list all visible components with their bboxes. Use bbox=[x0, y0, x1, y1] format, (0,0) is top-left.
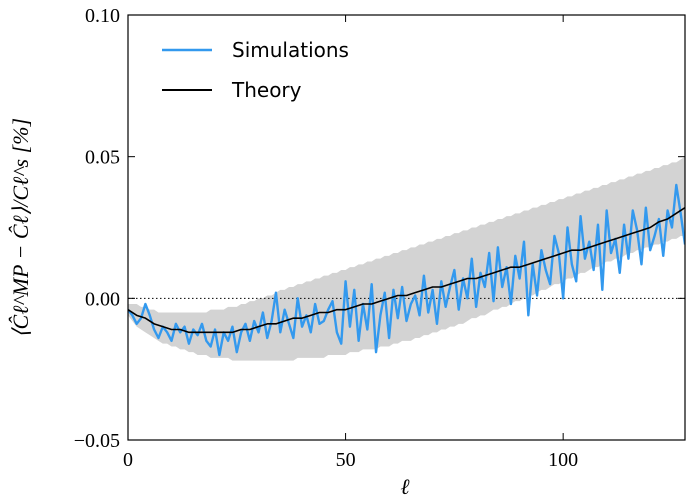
legend-label-simulations: Simulations bbox=[232, 38, 349, 62]
scatter-band bbox=[128, 156, 685, 361]
plot-area bbox=[128, 156, 685, 361]
plot-frame bbox=[127, 14, 686, 441]
x-tick-label: 100 bbox=[548, 449, 578, 471]
y-tick-label: 0.10 bbox=[85, 5, 120, 27]
series-line-theory bbox=[128, 206, 685, 334]
y-tick-label: 0.05 bbox=[85, 147, 120, 169]
legend: Simulations Theory bbox=[162, 38, 349, 102]
legend-label-theory: Theory bbox=[231, 78, 302, 102]
y-tick-label: 0.00 bbox=[85, 288, 120, 310]
y-axis-label: ⟨Ĉℓ^MP − Ĉℓ⟩/Cℓ^s [%] bbox=[8, 118, 33, 338]
x-axis-label: ℓ bbox=[400, 474, 410, 499]
x-tick-label: 0 bbox=[123, 449, 133, 471]
series-line-simulations bbox=[128, 183, 685, 357]
x-tick-label: 50 bbox=[336, 449, 356, 471]
y-tick-label: −0.05 bbox=[74, 430, 120, 452]
axes: 0 50 100 −0.05 0.00 0.05 0.10 bbox=[74, 5, 686, 471]
